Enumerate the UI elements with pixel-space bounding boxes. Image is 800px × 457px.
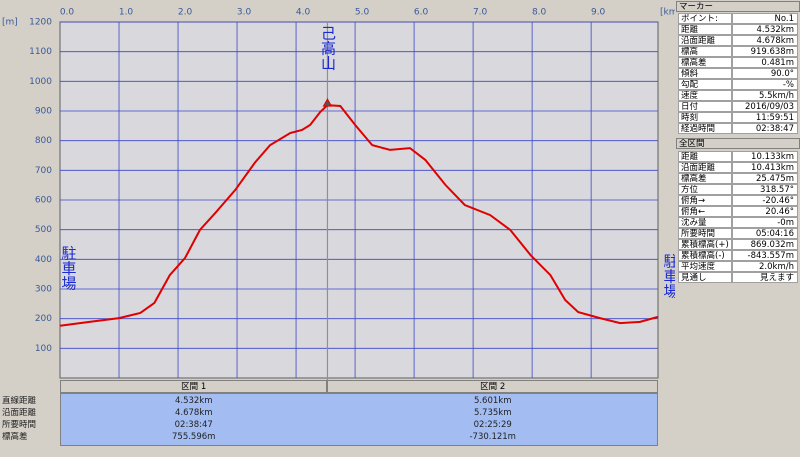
- segment-value: -730.121m: [469, 432, 516, 442]
- section-value: 10.413km: [732, 162, 798, 173]
- x-tick-label: 5.0: [355, 8, 370, 18]
- marker-label: 経過時間: [678, 123, 732, 134]
- section-value: 見えます: [732, 272, 798, 283]
- x-tick-label: 2.0: [178, 8, 193, 18]
- section-value: 20.46°: [732, 206, 798, 217]
- marker-value: 4.532km: [732, 24, 798, 35]
- marker-value: 90.0°: [732, 68, 798, 79]
- marker-label: 沿面距離: [678, 35, 732, 46]
- x-tick-label: 7.0: [473, 8, 488, 18]
- x-tick-label: 8.0: [532, 8, 547, 18]
- row-label: 所要時間: [2, 420, 37, 430]
- segment-value: 02:25:29: [473, 420, 512, 430]
- segment-value: 4.678km: [174, 408, 213, 418]
- marker-value: 919.638m: [732, 46, 798, 57]
- marker-value: No.1: [732, 13, 798, 24]
- profile-line: [59, 104, 659, 327]
- segment-value: 02:38:47: [174, 420, 213, 430]
- annotation: 己高山: [319, 26, 337, 71]
- section-label: 俯角→: [678, 195, 732, 206]
- y-tick-label: 1200: [29, 18, 52, 28]
- row-label: 沿面距離: [2, 408, 37, 418]
- segment-value: 755.596m: [172, 432, 216, 442]
- section-label: 累積標高(-): [678, 250, 732, 261]
- section-value: 25.475m: [732, 173, 798, 184]
- marker-label: 標高差: [678, 57, 732, 68]
- marker-value: 11:59:51: [732, 112, 798, 123]
- section-label: 見通し: [678, 272, 732, 283]
- segment-value: 5.601km: [473, 396, 512, 406]
- section-value: -20.46°: [732, 195, 798, 206]
- marker-label: 日付: [678, 101, 732, 112]
- section-label: 標高差: [678, 173, 732, 184]
- y-tick-label: 400: [35, 255, 52, 265]
- y-tick-label: 300: [35, 285, 52, 295]
- marker-value: -%: [732, 79, 798, 90]
- marker-label: 勾配: [678, 79, 732, 90]
- section-value: 318.57°: [732, 184, 798, 195]
- section-label: 距離: [678, 151, 732, 162]
- section-label: 沈み量: [678, 217, 732, 228]
- marker-value: 4.678km: [732, 35, 798, 46]
- section-value: 05:04:16: [732, 228, 798, 239]
- segment-value: 4.532km: [174, 396, 213, 406]
- marker-label: 傾斜: [678, 68, 732, 79]
- marker-label: 時刻: [678, 112, 732, 123]
- marker-label: 距離: [678, 24, 732, 35]
- section-label: 俯角←: [678, 206, 732, 217]
- segment-value: 5.735km: [473, 408, 512, 418]
- profile-chart: [m] [km] 100 200 300 400 500 600 700 800 900 1000…: [2, 8, 676, 382]
- row-label: 標高差: [2, 432, 28, 442]
- x-tick-label: 1.0: [119, 8, 134, 18]
- y-tick-label: 900: [35, 107, 52, 117]
- segment-header: 区間 2: [327, 380, 658, 393]
- x-tick-label: 3.0: [237, 8, 252, 18]
- section-label: 平均速度: [678, 261, 732, 272]
- y-tick-label: 200: [35, 314, 52, 324]
- segment-table-body: [60, 393, 658, 446]
- section-value: -0m: [732, 217, 798, 228]
- section-value: 10.133km: [732, 151, 798, 162]
- section-label: 累積標高(+): [678, 239, 732, 250]
- annotation: 駐車場: [662, 254, 676, 299]
- y-tick-label: 1000: [29, 77, 52, 87]
- x-tick-label: 4.0: [296, 8, 311, 18]
- y-tick-label: 500: [35, 225, 52, 235]
- section-label: 所要時間: [678, 228, 732, 239]
- segment-header: 区間 1: [60, 380, 328, 393]
- section-label: 沿面距離: [678, 162, 732, 173]
- panel-title: 全区間: [676, 138, 800, 149]
- y-tick-label: 1100: [29, 47, 52, 57]
- section-value: -843.557m: [732, 250, 798, 261]
- x-tick-label: 9.0: [591, 8, 606, 18]
- x-axis-label: [km]: [660, 8, 675, 18]
- marker-label: 速度: [678, 90, 732, 101]
- marker-value: 02:38:47: [732, 123, 798, 134]
- y-axis-label: [m]: [2, 18, 18, 28]
- marker-value: 0.481m: [732, 57, 798, 68]
- x-tick-label: 0.0: [60, 8, 75, 18]
- section-value: 2.0km/h: [732, 261, 798, 272]
- y-tick-label: 800: [35, 136, 52, 146]
- x-tick-label: 6.0: [414, 8, 429, 18]
- annotation: 駐車場: [60, 246, 78, 291]
- row-label: 直線距離: [2, 396, 37, 406]
- section-value: 869.032m: [732, 239, 798, 250]
- summit-marker: [322, 98, 333, 107]
- panel-title: マーカー: [676, 1, 800, 12]
- y-tick-label: 100: [35, 344, 52, 354]
- y-tick-label: 700: [35, 166, 52, 176]
- section-label: 方位: [678, 184, 732, 195]
- marker-value: 2016/09/03: [732, 101, 798, 112]
- marker-value: 5.5km/h: [732, 90, 798, 101]
- marker-label: 標高: [678, 46, 732, 57]
- y-tick-label: 600: [35, 196, 52, 206]
- marker-label: ポイント:: [678, 13, 732, 24]
